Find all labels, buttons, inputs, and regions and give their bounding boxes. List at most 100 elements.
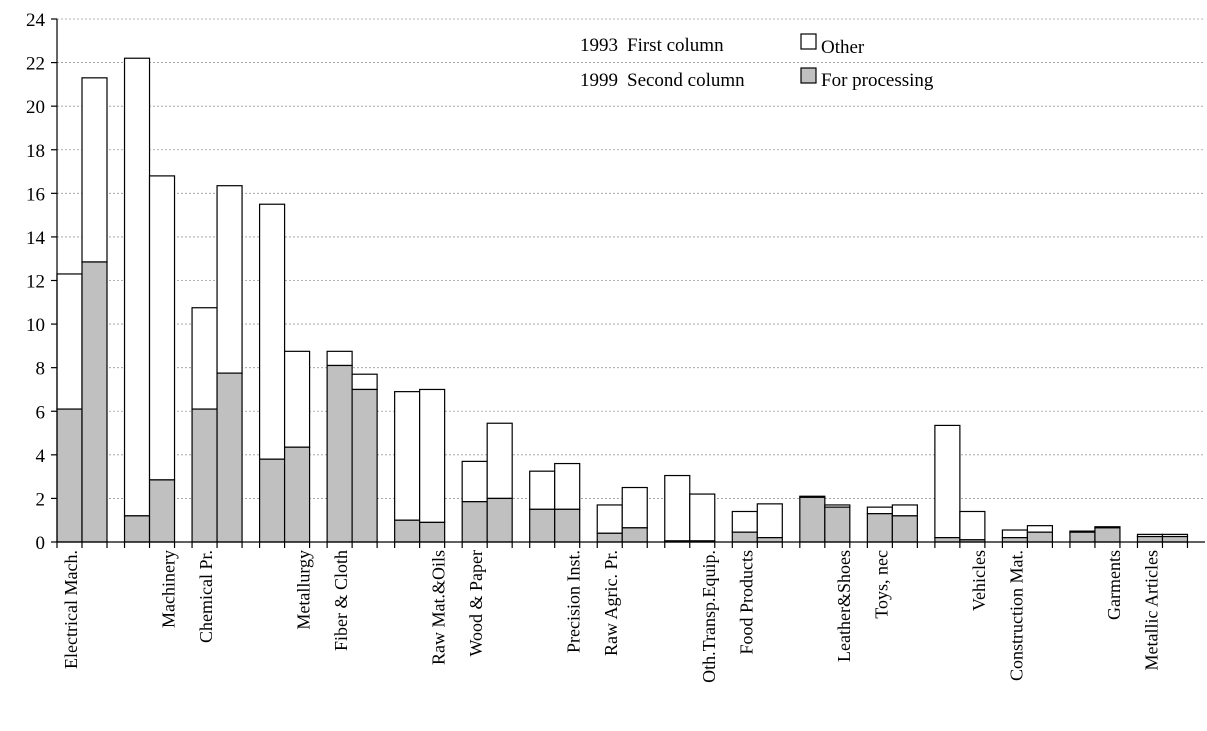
bar-other-1999	[1026, 525, 1054, 533]
bar-for-processing-1993	[799, 496, 826, 543]
y-tick-label: 10	[26, 315, 45, 336]
bar-for-processing-1999	[891, 515, 918, 543]
bar-for-processing-1999	[283, 446, 311, 543]
category-label: Garments	[1104, 550, 1124, 620]
bar-other-1999	[81, 77, 108, 263]
y-tick-label: 12	[26, 272, 45, 293]
category-labels: Electrical Mach. Machinery Chemical Pr. Met…	[61, 550, 1161, 683]
bar-other-1993	[56, 273, 83, 410]
legend-label-for-processing: For processing	[821, 70, 934, 91]
gridlines	[57, 18, 1205, 499]
bar-for-processing-1999	[1026, 531, 1054, 543]
y-tick-label: 20	[26, 97, 45, 118]
bar-for-processing-1999	[1094, 527, 1121, 543]
bar-for-processing-1993	[866, 513, 893, 543]
category-label: Machinery	[159, 550, 179, 628]
bar-for-processing-1999	[1161, 535, 1189, 543]
bar-for-processing-1999	[824, 506, 851, 543]
bar-other-1993	[123, 57, 151, 517]
bar-other-1999	[621, 486, 648, 529]
x-axis-ticks	[56, 542, 1189, 548]
category-label: Vehicles	[969, 550, 989, 611]
bar-other-1993	[394, 391, 421, 521]
y-tick-label: 16	[26, 184, 45, 205]
legend-year-1999-note: Second column	[627, 70, 745, 91]
category-label: Fiber & Cloth	[331, 550, 351, 651]
bar-for-processing-1993	[1069, 531, 1096, 543]
bar-for-processing-1993	[461, 501, 488, 543]
bar-for-processing-1993	[1001, 537, 1029, 543]
category-label: Food Products	[736, 550, 756, 655]
category-label: Metallurgy	[294, 550, 314, 630]
legend-year-1993-note: First column	[627, 35, 724, 56]
bar-other-1993	[529, 470, 556, 510]
bar-for-processing-1999	[554, 508, 581, 543]
bar-for-processing-1999	[756, 537, 783, 543]
legend-year-1993: 1993	[580, 35, 618, 56]
bar-for-processing-1999	[148, 479, 176, 543]
bar-other-1993	[596, 504, 623, 534]
bar-other-1993	[934, 424, 961, 539]
y-tick-label: 14	[26, 228, 46, 249]
bar-for-processing-1993	[258, 458, 286, 543]
bar-for-processing-1993	[731, 531, 758, 543]
category-label: Electrical Mach.	[61, 550, 81, 669]
bar-other-1993	[258, 203, 286, 460]
bar-for-processing-1993	[56, 408, 83, 543]
category-label: Raw Mat.&Oils	[429, 550, 449, 665]
category-label: Toys, nec	[871, 550, 891, 619]
category-label: Leather&Shoes	[834, 550, 854, 662]
bar-other-1993	[191, 307, 218, 410]
bar-other-1999	[283, 350, 311, 448]
category-label: Raw Agric. Pr.	[601, 550, 621, 656]
y-tick-label: 22	[26, 54, 45, 75]
bar-other-1999	[486, 422, 513, 500]
y-tick-label: 2	[36, 489, 46, 510]
bar-for-processing-1993	[596, 532, 623, 543]
category-label: Chemical Pr.	[196, 550, 216, 643]
category-label: Precision Inst.	[564, 550, 584, 653]
bar-other-1999	[891, 504, 918, 517]
y-tick-label: 18	[26, 141, 45, 162]
bar-for-processing-1993	[191, 408, 218, 543]
y-tick-label: 24	[26, 10, 46, 31]
bar-other-1993	[866, 506, 893, 515]
legend-label-other: Other	[821, 37, 865, 58]
bar-other-1999	[959, 510, 986, 541]
bar-for-processing-1993	[123, 515, 151, 543]
legend: 1993 First column 1999 Second column Oth…	[580, 33, 934, 91]
y-tick-label: 0	[36, 533, 46, 554]
bar-other-1999	[554, 462, 581, 510]
bar-for-processing-1993	[1136, 535, 1164, 543]
bar-for-processing-1993	[934, 537, 961, 543]
bar-other-1993	[326, 350, 353, 367]
category-label: Construction Mat.	[1006, 550, 1026, 681]
bar-other-1993	[1001, 529, 1029, 539]
bar-for-processing-1993	[394, 519, 421, 543]
bar-other-1999	[216, 185, 243, 374]
legend-swatch-for-processing	[800, 67, 817, 84]
y-tick-label: 6	[36, 402, 46, 423]
bar-other-1999	[689, 493, 716, 542]
bar-for-processing-1993	[326, 364, 353, 543]
bar-other-1993	[664, 474, 691, 542]
category-label: Wood & Paper	[466, 550, 486, 657]
legend-year-1999: 1999	[580, 70, 618, 91]
bars	[56, 57, 1189, 543]
bar-for-processing-1999	[216, 372, 243, 543]
bar-for-processing-1999	[486, 497, 513, 543]
bar-for-processing-1999	[351, 388, 378, 543]
y-tick-label: 4	[36, 446, 46, 467]
bar-for-processing-1999	[419, 521, 446, 543]
y-tick-label: 8	[36, 359, 46, 380]
bar-other-1999	[148, 175, 176, 481]
bar-other-1999	[419, 388, 446, 523]
category-label: Metallic Articles	[1141, 550, 1161, 670]
bar-other-1993	[461, 460, 488, 503]
bar-other-1999	[351, 373, 378, 391]
bar-for-processing-1999	[621, 527, 648, 543]
category-label: Oth.Transp.Equip.	[699, 550, 719, 683]
bar-other-1999	[756, 503, 783, 539]
